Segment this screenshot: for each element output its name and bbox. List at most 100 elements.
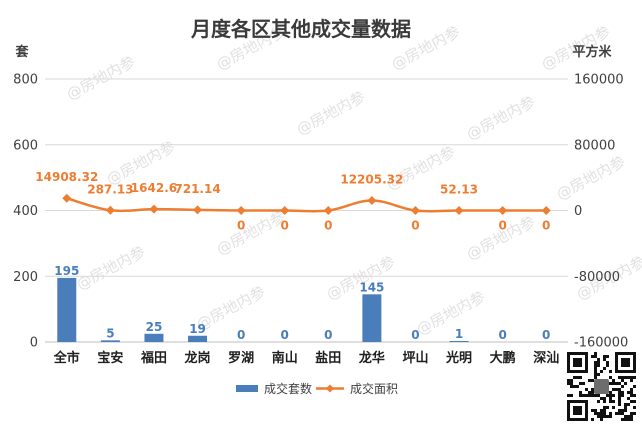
left-tick-label: 800 <box>13 73 38 88</box>
right-tick-label: -80000 <box>574 270 620 285</box>
qr-module <box>594 394 597 397</box>
qr-module <box>603 415 606 418</box>
qr-module <box>630 415 633 418</box>
legend-label-bar: 成交套数 <box>264 381 312 396</box>
qr-module <box>600 409 603 412</box>
qr-module <box>588 379 591 382</box>
qr-module <box>633 406 636 409</box>
qr-module <box>612 394 615 397</box>
qr-finder-core <box>573 406 582 415</box>
qr-module <box>603 412 606 415</box>
qr-module <box>594 361 597 364</box>
qr-module <box>630 376 633 379</box>
qr-module <box>597 400 600 403</box>
qr-module <box>603 367 606 370</box>
category-label: 坪山 <box>402 350 428 366</box>
qr-module <box>609 397 612 400</box>
bar <box>57 277 77 342</box>
legend-label-line: 成交面积 <box>350 381 398 396</box>
bar-data-label: 0 <box>237 328 245 342</box>
qr-module <box>627 376 630 379</box>
qr-module <box>597 358 600 361</box>
qr-module <box>606 361 609 364</box>
line-data-label: 721.14 <box>174 182 220 196</box>
qr-module <box>621 379 624 382</box>
qr-module <box>582 382 585 385</box>
category-label: 盐田 <box>315 350 341 366</box>
watermark-text: @房地内参 <box>73 242 148 293</box>
line-point <box>62 193 72 203</box>
category-label: 南山 <box>272 350 298 366</box>
qr-module <box>588 394 591 397</box>
line-data-label: 14908.32 <box>35 170 98 184</box>
line-point <box>105 205 115 215</box>
line-data-label: 287.13 <box>87 182 133 196</box>
qr-module <box>618 382 621 385</box>
qr-module <box>594 373 597 376</box>
left-tick-label: 0 <box>30 336 38 351</box>
left-axis-ticks: 0 200 400 600 800 <box>13 73 38 351</box>
qr-module <box>576 385 579 388</box>
qr-module <box>573 385 576 388</box>
qr-module <box>579 391 582 394</box>
qr-module <box>624 403 627 406</box>
qr-module <box>609 412 612 415</box>
qr-module <box>567 379 570 382</box>
qr-code-image <box>565 350 638 423</box>
qr-module <box>591 355 594 358</box>
qr-module <box>567 394 570 397</box>
line-data-label: 52.13 <box>440 182 478 196</box>
qr-module <box>615 412 618 415</box>
qr-logo <box>594 379 609 394</box>
qr-module <box>633 412 636 415</box>
qr-module <box>603 409 606 412</box>
qr-module <box>612 382 615 385</box>
qr-module <box>603 406 606 409</box>
qr-module <box>594 370 597 373</box>
qr-module <box>624 415 627 418</box>
qr-finder-core <box>573 358 582 367</box>
qr-module <box>594 364 597 367</box>
bar-data-label: 0 <box>324 328 332 342</box>
category-label: 龙岗 <box>185 350 211 366</box>
line-point <box>280 206 290 215</box>
qr-module <box>627 418 630 421</box>
qr-module <box>621 391 624 394</box>
qr-module <box>618 400 621 403</box>
line-data-label: 12205.32 <box>340 172 403 186</box>
line-data-label: 0 <box>542 219 550 233</box>
bar-data-label: 0 <box>542 328 550 342</box>
qr-module <box>570 385 573 388</box>
qr-module <box>606 406 609 409</box>
line-point <box>498 206 508 215</box>
category-label: 龙华 <box>359 350 385 366</box>
qr-module <box>594 367 597 370</box>
qr-module <box>594 412 597 415</box>
qr-module <box>615 388 618 391</box>
qr-module <box>591 409 594 412</box>
line-data-label: 1642.6 <box>131 181 177 195</box>
category-label: 宝安 <box>97 350 123 366</box>
qr-module <box>621 418 624 421</box>
line-point <box>193 205 203 215</box>
bar-data-label: 0 <box>498 328 506 342</box>
qr-module <box>621 394 624 397</box>
qr-module <box>603 400 606 403</box>
line-point <box>541 206 551 215</box>
qr-module <box>618 394 621 397</box>
qr-module <box>630 388 633 391</box>
qr-module <box>624 406 627 409</box>
category-label: 福田 <box>140 350 167 366</box>
qr-module <box>600 397 603 400</box>
qr-module <box>609 391 612 394</box>
qr-module <box>609 394 612 397</box>
bar-data-label: 25 <box>146 320 163 334</box>
qr-module <box>630 400 633 403</box>
qr-module <box>570 379 573 382</box>
line-point <box>323 206 333 215</box>
qr-module <box>600 412 603 415</box>
watermark-text: @房地内参 <box>413 287 488 338</box>
category-label: 大鹏 <box>490 350 516 366</box>
